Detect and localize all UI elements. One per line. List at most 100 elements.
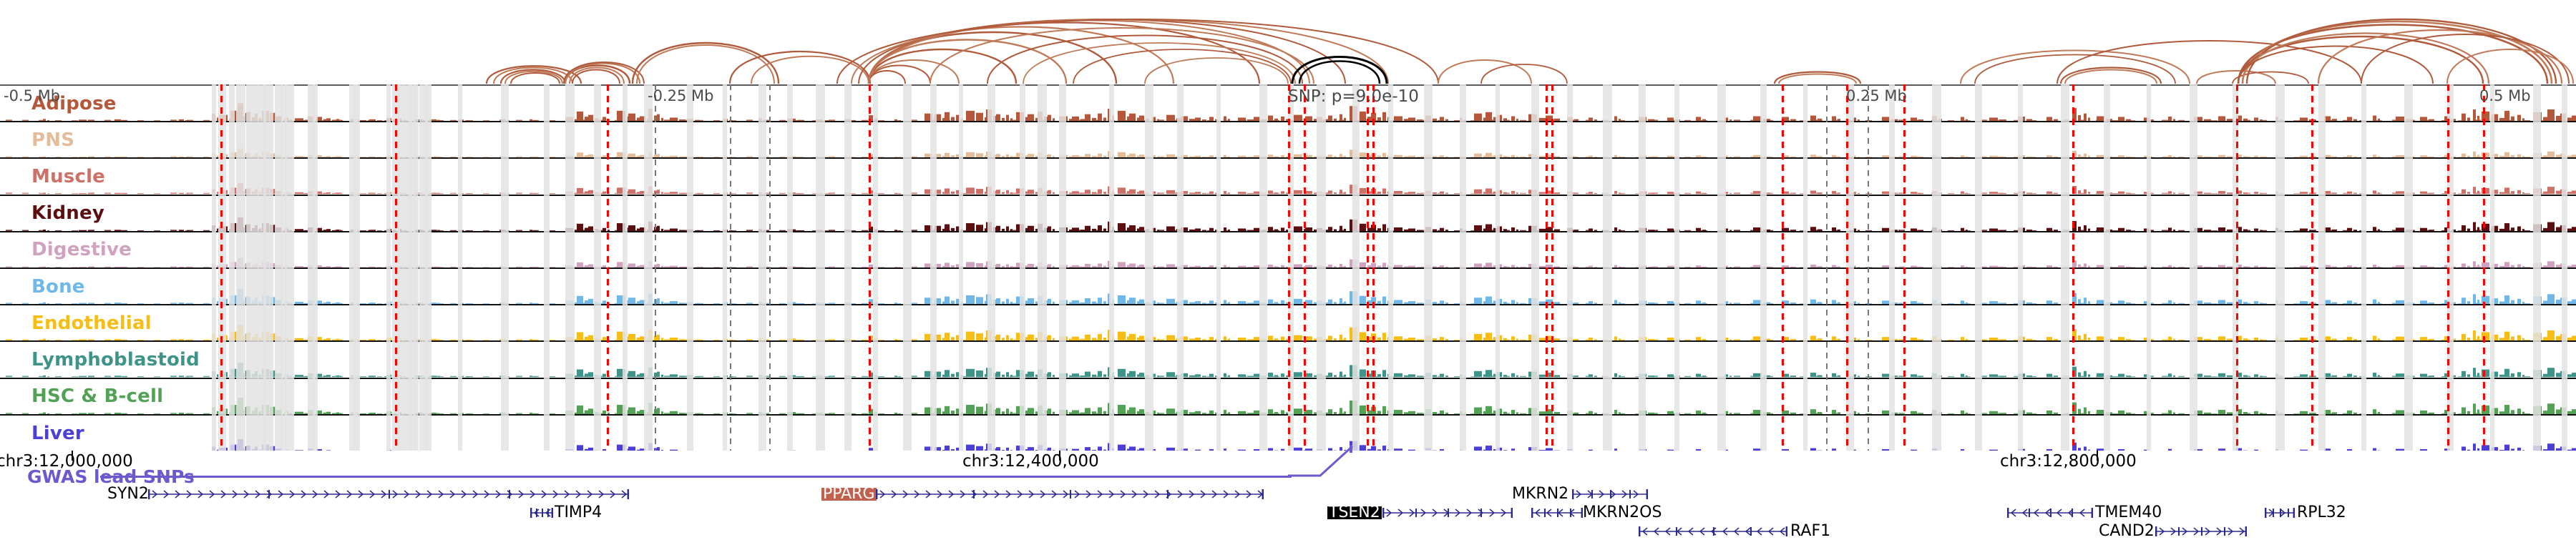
axis-tick-3: 0.5 Mb	[2479, 87, 2531, 104]
track-label-hsc-b-cell: HSC & B-cell	[31, 386, 164, 408]
loop-arc	[1291, 56, 1388, 84]
gene-label-syn2[interactable]: SYN2	[107, 485, 149, 503]
loop-arc	[504, 70, 563, 84]
loop-arc	[2232, 71, 2309, 84]
track-label-pns: PNS	[31, 129, 75, 151]
loop-arc	[868, 59, 960, 84]
gene-annotation-panel: chr3:12,000,000 chr3:12,400,000 chr3:12,…	[0, 445, 2576, 540]
gene-label-mkrn2[interactable]: MKRN2	[1512, 485, 1569, 503]
gene-body-tsen2[interactable]	[1382, 506, 1513, 519]
loop-arc	[2196, 70, 2276, 84]
gene-label-mkrn2os[interactable]: MKRN2OS	[1583, 504, 1662, 521]
loop-arc	[1438, 59, 1532, 84]
track-label-bone: Bone	[31, 275, 85, 298]
loop-arc	[1023, 42, 1296, 84]
gene-label-tmem40[interactable]: TMEM40	[2095, 504, 2162, 521]
signal-profile	[0, 196, 2576, 231]
loop-arc	[2064, 69, 2157, 84]
loop-arc	[1073, 49, 1292, 84]
loop-arc	[1960, 49, 2190, 84]
track-label-liver: Liver	[31, 423, 84, 445]
loop-arc	[836, 19, 1439, 84]
track-label-adipose: Adipose	[31, 92, 117, 114]
gene-body-mkrn2[interactable]	[1572, 488, 1648, 501]
loop-arc	[987, 34, 1303, 84]
gwas-region-line	[100, 476, 1292, 478]
loop-arc	[2241, 20, 2553, 84]
gene-label-rpl32[interactable]: RPL32	[2297, 504, 2346, 521]
gwas-region-leader	[1288, 446, 1354, 477]
track-digestive[interactable]: Digestive	[0, 232, 2576, 269]
loop-arc	[485, 65, 582, 84]
gene-body-syn2[interactable]	[148, 488, 629, 501]
loop-arc	[569, 67, 625, 84]
track-lymphoblastoid[interactable]: Lymphoblastoid	[0, 342, 2576, 379]
gene-body-raf1[interactable]	[1639, 525, 1787, 538]
track-endothelial[interactable]: Endothelial	[0, 305, 2576, 343]
gene-label-raf1[interactable]: RAF1	[1790, 522, 1831, 540]
coord-tick-right	[2097, 451, 2098, 461]
loop-arc	[2237, 35, 2484, 84]
gene-body-timp4[interactable]	[530, 506, 553, 519]
arc-canvas	[485, 18, 2574, 84]
track-label-kidney: Kidney	[31, 202, 104, 225]
snp-pvalue-annotation: SNP: p=9.0e-10	[1288, 87, 1419, 106]
axis-tick-0: -0.5 Mb	[4, 87, 61, 104]
loop-arc	[751, 55, 869, 84]
axis-tick-1: -0.25 Mb	[648, 87, 714, 104]
coord-tick-left	[72, 451, 73, 461]
gene-body-pparg[interactable]	[876, 488, 1264, 501]
loop-arc	[2317, 29, 2563, 84]
loop-arc	[499, 69, 567, 84]
signal-profile	[0, 305, 2576, 341]
gwas-region-end-tick	[1350, 445, 1352, 453]
gene-body-cand2[interactable]	[2155, 525, 2247, 538]
loop-arc	[631, 41, 780, 84]
loop-arc	[564, 62, 641, 84]
loop-arc	[1974, 54, 2176, 84]
track-bone[interactable]: Bone	[0, 269, 2576, 306]
track-hsc-b-cell[interactable]: HSC & B-cell	[0, 379, 2576, 416]
loop-arc	[867, 48, 1018, 84]
loop-arc	[2446, 49, 2574, 84]
loop-arc	[1773, 71, 1862, 84]
signal-profile	[0, 379, 2576, 414]
gene-body-mkrn2os[interactable]	[1531, 506, 1583, 519]
track-muscle[interactable]: Muscle	[0, 159, 2576, 196]
loop-arc	[2238, 45, 2434, 84]
loop-arc	[2237, 24, 2549, 84]
chromatin-loop-arcs	[0, 0, 2576, 84]
gene-label-timp4[interactable]: TIMP4	[555, 504, 602, 521]
gene-label-cand2[interactable]: CAND2	[2099, 522, 2155, 540]
loop-arc	[2057, 40, 2362, 84]
signal-profile	[0, 122, 2576, 158]
signal-profile	[0, 269, 2576, 305]
track-pns[interactable]: PNS	[0, 122, 2576, 159]
loop-arc	[1778, 73, 1857, 84]
track-label-endothelial: Endothelial	[31, 312, 152, 334]
coord-label-left: chr3:12,000,000	[0, 452, 133, 471]
track-label-muscle: Muscle	[31, 165, 106, 187]
signal-profile	[0, 232, 2576, 267]
gene-label-pparg[interactable]: PPARG	[821, 485, 877, 503]
axis-tick-2: 0.25 Mb	[1846, 87, 1907, 104]
loop-arc	[1144, 57, 1289, 84]
signal-profile	[0, 159, 2576, 195]
loop-arc	[930, 27, 1314, 84]
loop-arc	[2059, 67, 2162, 84]
gene-body-rpl32[interactable]	[2265, 506, 2295, 519]
track-kidney[interactable]: Kidney	[0, 196, 2576, 232]
track-label-digestive: Digestive	[31, 239, 132, 261]
coord-label-mid: chr3:12,400,000	[962, 452, 1099, 471]
gene-body-tmem40[interactable]	[2007, 506, 2093, 519]
loop-arc	[636, 44, 775, 84]
loop-arc	[493, 67, 573, 84]
gene-label-tsen2[interactable]: TSEN2	[1327, 504, 1382, 521]
signal-profile	[0, 342, 2576, 378]
loop-arc	[1298, 60, 1381, 84]
loop-arc	[510, 72, 560, 84]
loop-arc	[1480, 64, 1568, 84]
signal-track-stack: Adipose PNS Muscle Kidney Digestive Bone Endot…	[0, 84, 2576, 453]
loop-arc	[563, 62, 645, 84]
